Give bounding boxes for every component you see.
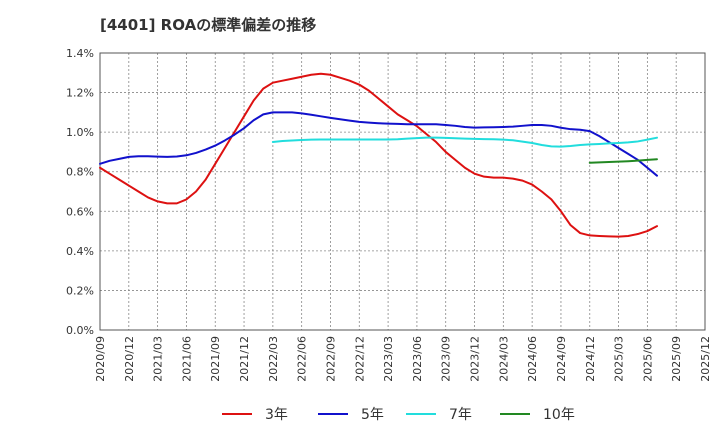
- x-axis-ticks: 2020/09 2020/12 2021/03 2021/06 2021/09 2021/…: [94, 336, 712, 382]
- x-tick-label: 2024/06: [526, 336, 539, 382]
- x-tick-label: 2022/06: [296, 336, 309, 382]
- plot-area: [100, 53, 705, 330]
- x-tick-label: 2021/03: [152, 336, 165, 382]
- x-tick-label: 2021/06: [180, 336, 193, 382]
- y-tick-label: 0.2%: [66, 284, 94, 297]
- x-tick-label: 2022/12: [353, 336, 366, 382]
- y-axis-ticks: 0.0% 0.2% 0.4% 0.6% 0.8% 1.0% 1.2% 1.4%: [66, 47, 94, 337]
- y-tick-label: 0.6%: [66, 205, 94, 218]
- series-layer: [99, 72, 658, 238]
- x-tick-label: 2024/12: [584, 336, 597, 382]
- grid-layer: [100, 53, 705, 330]
- legend-label: 5年: [361, 407, 384, 423]
- x-tick-label: 2023/06: [411, 336, 424, 382]
- series-line-10年: [588, 158, 658, 164]
- legend-label: 10年: [543, 407, 575, 423]
- x-tick-label: 2021/12: [238, 336, 251, 382]
- y-tick-label: 1.0%: [66, 126, 94, 139]
- x-tick-label: 2020/09: [94, 336, 107, 382]
- legend-label: 7年: [449, 407, 472, 423]
- x-tick-label: 2025/06: [641, 336, 654, 382]
- plot-frame: [99, 52, 706, 331]
- y-tick-label: 1.2%: [66, 87, 94, 100]
- chart-title: [4401] ROAの標準偏差の推移: [100, 16, 317, 34]
- y-tick-label: 0.8%: [66, 166, 94, 179]
- series-line-3年: [99, 72, 658, 238]
- series-line-5年: [99, 111, 658, 177]
- x-tick-label: 2023/03: [382, 336, 395, 382]
- x-tick-label: 2021/09: [209, 336, 222, 382]
- x-tick-label: 2025/09: [670, 336, 683, 382]
- x-tick-label: 2020/12: [123, 336, 136, 382]
- legend-label: 3年: [265, 407, 288, 423]
- y-tick-label: 0.0%: [66, 324, 94, 337]
- y-tick-label: 1.4%: [66, 47, 94, 60]
- y-tick-label: 0.4%: [66, 245, 94, 258]
- x-tick-label: 2025/12: [699, 336, 712, 382]
- legend: 3年 5年 7年 10年: [222, 407, 575, 423]
- series-line-7年: [271, 136, 658, 148]
- x-tick-label: 2022/09: [324, 336, 337, 382]
- x-tick-label: 2023/12: [469, 336, 482, 382]
- x-tick-label: 2024/03: [497, 336, 510, 382]
- x-tick-label: 2023/09: [440, 336, 453, 382]
- x-tick-label: 2024/09: [555, 336, 568, 382]
- x-tick-label: 2022/03: [267, 336, 280, 382]
- x-tick-label: 2025/03: [613, 336, 626, 382]
